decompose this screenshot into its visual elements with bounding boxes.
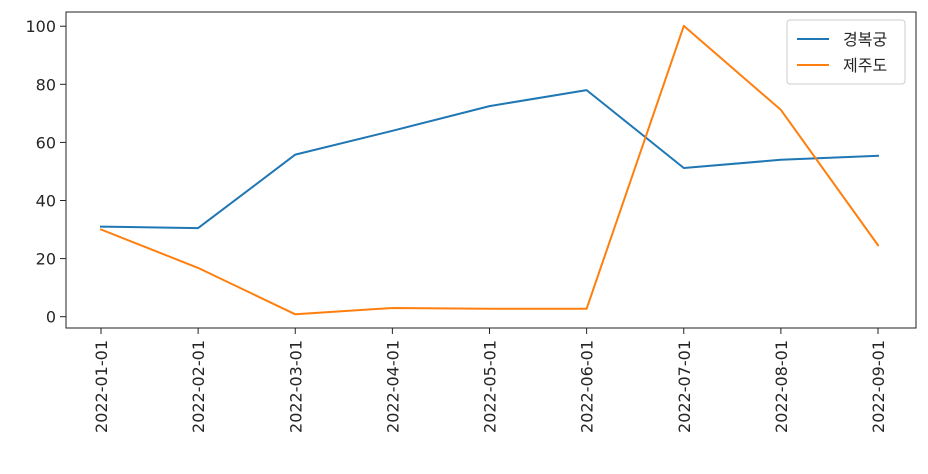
x-tick-label: 2022-09-01: [869, 340, 888, 433]
x-tick-label: 2022-02-01: [189, 340, 208, 433]
series-line-1: [99, 89, 880, 230]
x-tick-label: 2022-05-01: [481, 340, 500, 433]
y-tick-label: 60: [36, 133, 56, 152]
y-tick-label: 100: [25, 17, 56, 36]
y-tick-label: 0: [46, 308, 56, 327]
x-tick-label: 2022-06-01: [578, 340, 597, 433]
series-layer: [99, 24, 880, 316]
y-tick-label: 80: [36, 75, 56, 94]
series-line-2: [99, 24, 880, 316]
x-tick-label: 2022-01-01: [92, 340, 111, 433]
x-tick-label: 2022-03-01: [286, 340, 305, 433]
x-tick-label: 2022-04-01: [383, 340, 402, 433]
y-tick-label: 40: [36, 191, 56, 210]
y-tick-label: 20: [36, 250, 56, 269]
legend-label-1: 경복궁: [843, 30, 887, 49]
x-tick-label: 2022-08-01: [772, 340, 791, 433]
legend-label-2: 제주도: [843, 56, 887, 75]
x-tick-label: 2022-07-01: [675, 340, 694, 433]
legend-box: [786, 19, 906, 85]
x-axis: 2022-01-01 2022-02-01 2022-03-01 2022-04-01…: [92, 328, 888, 433]
plot-area: [65, 11, 917, 329]
y-axis: 0 20 40 60 80 100: [25, 17, 66, 327]
